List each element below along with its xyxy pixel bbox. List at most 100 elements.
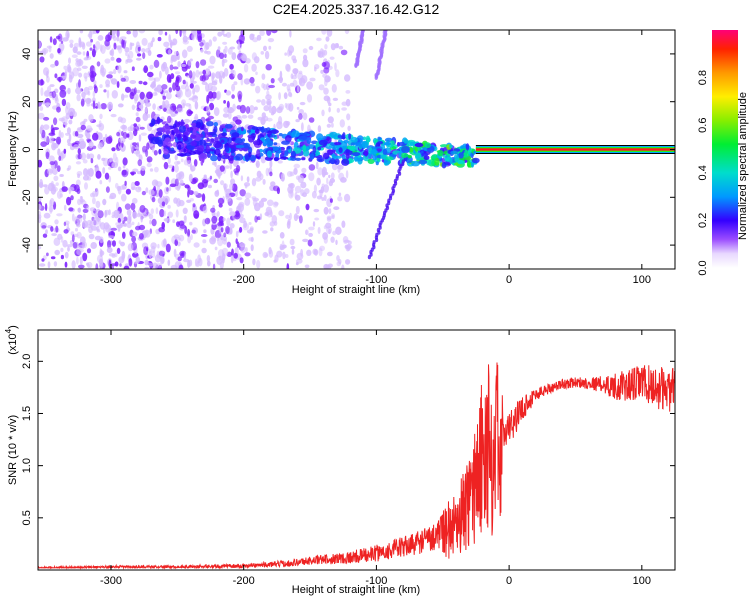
spectrogram-blob [235,153,244,161]
spectrogram-feature-scatter-cloud [38,30,247,269]
snr-plot-area [38,330,675,570]
spectrogram-blob [79,256,83,265]
spectrogram-blob [424,142,431,149]
spectrogram-blob [323,236,328,244]
spectrogram-blob [63,122,68,126]
spectrogram-blob [53,237,61,246]
spectrogram-blob [121,253,125,261]
spectrogram-blob [63,204,67,211]
spectrogram-blob [43,67,50,76]
spectrogram-blob [193,116,199,121]
spectrogram-blob [269,159,273,169]
spectrogram-blob [245,247,248,253]
spectrogram-blob [256,99,262,103]
spectrogram-blob [289,238,295,246]
spectrogram-blob [113,209,120,219]
spectrogram-blob [211,72,216,79]
spectrogram-blob [262,230,268,234]
spectrogram-feature-band [147,116,480,169]
spectrogram-blob [50,256,56,260]
spectrogram-blob [53,117,58,126]
spectrogram-blob [313,184,317,193]
spectrogram-blob [182,135,188,142]
spectrogram-blob [326,123,332,128]
spectrogram-blob [79,196,83,200]
snr-y-tick-label: 2.0 [21,354,33,369]
spectrogram-blob [59,193,63,198]
spectrogram-blob [220,139,225,143]
spectrogram-blob [154,166,159,173]
spectrogram-blob [230,255,234,264]
spectrogram-blob [148,189,155,196]
spectrogram-blob [96,254,104,263]
spectrogram-blob [403,138,409,144]
spectrogram-blob [244,184,248,189]
spectrogram-blob [46,104,50,108]
spectrogram-blob [460,145,465,150]
spectrogram-blob [52,143,59,149]
spectrogram-blob [97,35,104,41]
spectrogram-blob [76,67,82,72]
spectrogram-blob [290,73,294,80]
spectrogram-blob [174,127,179,134]
spectrogram-blob [292,68,299,75]
spectrogram-blob [166,109,173,114]
spectrogram-blob [338,192,342,197]
spectrogram-blob [372,154,377,161]
spectrogram-blob [258,200,265,208]
spectrogram-blob [117,64,122,74]
spectrogram-blob [98,123,105,131]
spectrogram-blob [174,238,178,247]
spectrogram-blob [231,248,234,257]
spectrogram-blob [185,81,189,87]
spectrogram-blob [39,126,43,135]
spectrogram-blob [123,265,130,269]
spectrogram-blob [54,73,58,79]
spectrogram-blob [231,94,235,99]
spectrogram-blob [253,56,260,64]
colorbar-tick-label: 0.8 [697,70,709,85]
spectrogram-blob [244,192,252,199]
spectrogram-blob [117,217,122,224]
spectrogram-blob [261,126,265,134]
spectrogram-blob [149,219,152,225]
spectrogram-blob [68,133,72,142]
spectrogram-blob [148,262,154,267]
spectrogram-blob [226,100,230,109]
spectrogram-blob [90,242,97,249]
spectrogram-blob [122,131,128,140]
spectrogram-blob [321,109,325,117]
spectrogram-blob [213,125,218,133]
spectrogram-blob [86,138,91,142]
spectrogram-blob [88,114,94,122]
spectrogram-blob [134,146,140,150]
spectrogram-blob [178,220,185,226]
spectrogram-blob [53,175,59,182]
spectrogram-blob [126,222,132,229]
spectrogram-blob [52,38,57,46]
spectrogram-blob [151,196,156,203]
spectrogram-blob [398,151,402,159]
spectrogram-blob [199,42,204,47]
spectrogram-blob [299,101,306,106]
spectrogram-blob [281,140,290,145]
spectrogram-blob [57,148,61,156]
spectrogram-blob [136,213,141,218]
spectrogram-blob [209,138,215,144]
spectrogram-blob [199,139,207,147]
spectrogram-blob [95,30,100,34]
spectrogram-blob [304,188,310,195]
spectrogram-blob [222,58,228,63]
spectrogram-blob [46,252,49,257]
spectrogram-blob [131,104,136,111]
spectrogram-blob [270,129,279,134]
spectrogram-blob [384,30,388,33]
spectrogram-blob [471,157,480,164]
spectrogram-blob [137,159,143,167]
spectrogram-blob [200,49,204,53]
spectrogram-blob [199,153,208,160]
spectrogram-blob [377,141,384,145]
spectrogram-blob [48,155,55,163]
spectrogram-blob [143,246,149,256]
